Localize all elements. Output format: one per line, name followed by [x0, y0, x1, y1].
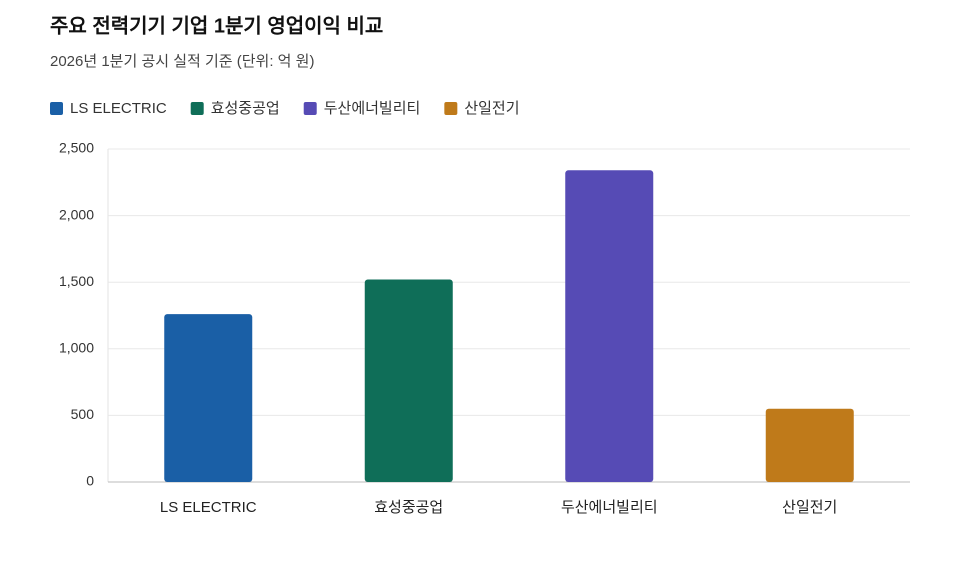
y-tick-label: 500 [71, 406, 95, 422]
legend-label: 효성중공업 [211, 100, 280, 117]
legend-swatch [303, 102, 317, 115]
chart-subtitle: 2026년 1분기 공시 실적 기준 (단위: 억 원) [50, 53, 314, 70]
x-tick-label: 두산에너빌리티 [561, 499, 658, 516]
legend-label: LS ELECTRIC [70, 100, 167, 117]
legend-label: 두산에너빌리티 [324, 100, 421, 117]
legend-swatch [190, 102, 204, 115]
bar [765, 408, 854, 482]
legend-swatch [50, 102, 63, 115]
legend-label: 산일전기 [464, 100, 519, 117]
bar [364, 279, 453, 482]
legend-swatch [444, 102, 458, 115]
chart-title: 주요 전력기기 기업 1분기 영업이익 비교 [50, 14, 383, 37]
y-tick-label: 2,500 [59, 140, 94, 156]
bar [164, 314, 253, 482]
y-tick-label: 1,500 [59, 273, 94, 289]
x-tick-label: 효성중공업 [374, 499, 443, 516]
x-tick-label: LS ELECTRIC [160, 499, 257, 516]
x-tick-label: 산일전기 [782, 499, 837, 516]
y-tick-label: 2,000 [59, 206, 94, 222]
y-tick-label: 0 [86, 473, 94, 489]
y-tick-label: 1,000 [59, 340, 94, 356]
bar [565, 170, 654, 482]
